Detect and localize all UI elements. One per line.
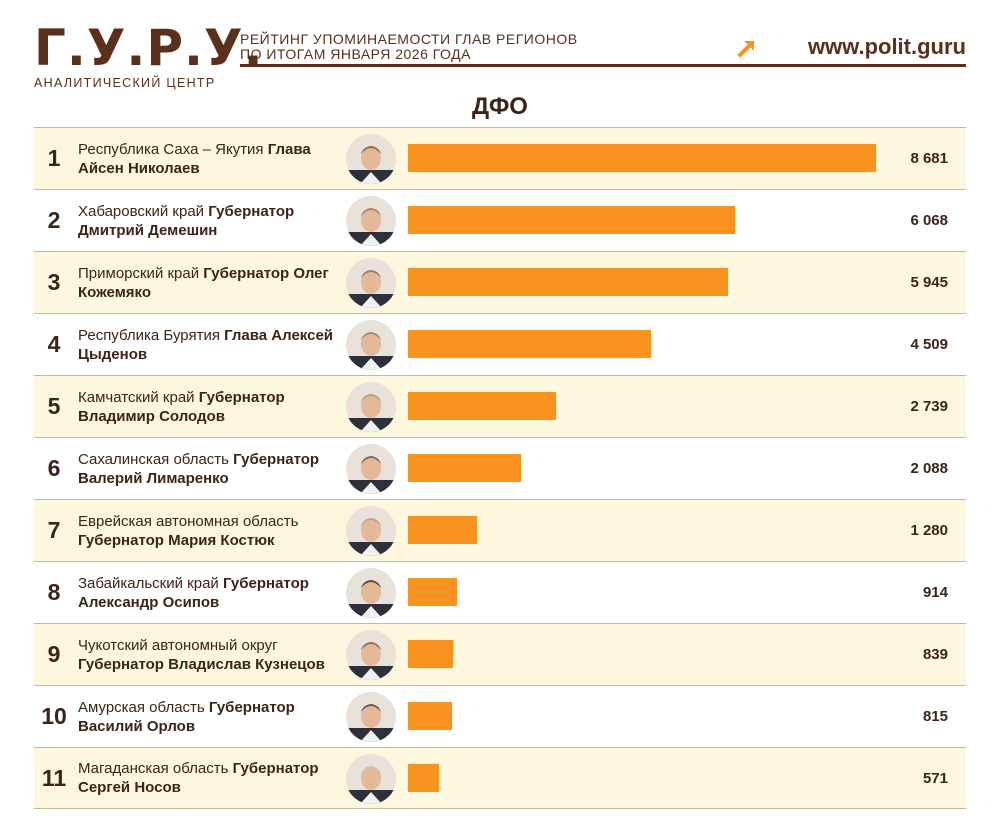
region-name: Амурская область [78,698,205,716]
row-label: Амурская область Губернатор Василий Орло… [78,698,338,736]
table-row: 1 Республика Саха – Якутия Глава Айсен Ни… [34,127,966,189]
bar [408,702,452,730]
headline-line-1: РЕЙТИНГ УПОМИНАЕМОСТИ ГЛАВ РЕГИОНОВ [240,31,578,47]
row-label: Республика Бурятия Глава Алексей Цыденов [78,326,338,364]
row-label: Приморский край Губернатор Олег Кожемяко [78,264,338,302]
row-label: Республика Саха – Якутия Глава Айсен Ник… [78,140,338,178]
value-label: 2 088 [910,460,948,477]
bar [408,268,729,296]
table-row: 8 Забайкальский край Губернатор Александр… [34,561,966,623]
governor-name: Губернатор Мария Костюк [78,531,275,549]
bar [408,206,736,234]
bar [408,330,652,358]
table-row: 7 Еврейская автономная область Губернатор… [34,499,966,561]
logo-subtitle: АНАЛИТИЧЕСКИЙ ЦЕНТР [34,76,216,90]
avatar [346,692,396,742]
governor-name: Губернатор Сергей Носов [78,760,319,796]
row-label: Чукотский автономный округ Губернатор Вл… [78,636,338,674]
row-label: Еврейская автономная область Губернатор … [78,512,338,550]
avatar [346,134,396,184]
rank-number: 11 [41,765,67,791]
table-row: 6 Сахалинская область Губернатор Валерий … [34,437,966,499]
bar [408,764,439,792]
region-name: Хабаровский край [78,202,205,220]
region-name: Приморский край [78,264,200,282]
region-name: Еврейская автономная область [78,512,299,530]
governor-name: Губернатор Валерий Лимаренко [78,450,320,487]
table-row: 10 Амурская область Губернатор Василий Ор… [34,685,966,747]
header: Г.У.Р.У. АНАЛИТИЧЕСКИЙ ЦЕНТР РЕЙТИНГ УПО… [0,0,1000,96]
region-name: Сахалинская область [78,450,229,468]
avatar [346,754,396,804]
rank-number: 10 [41,703,67,729]
value-label: 815 [922,708,948,725]
value-label: 1 280 [910,522,948,539]
bar [408,144,876,172]
bar [408,640,454,668]
value-label: 8 681 [910,150,948,167]
rank-number: 6 [47,455,61,481]
avatar [346,506,396,556]
governor-name: Губернатор Александр Осипов [78,574,309,611]
value-label: 4 509 [910,336,948,353]
table-row: 3 Приморский край Губернатор Олег Кожемяк… [34,251,966,313]
site-link[interactable]: www.polit.guru [807,34,966,59]
region-name: Республика Бурятия [78,326,220,344]
value-label: 914 [922,584,948,601]
governor-name: Губернатор Владислав Кузнецов [78,655,325,673]
value-label: 571 [922,770,948,787]
avatar [346,444,396,494]
table-row: 2 Хабаровский край Губернатор Дмитрий Дем… [34,189,966,251]
table-row: 4 Республика Бурятия Глава Алексей Цыдено… [34,313,966,375]
region-name: Чукотский автономный округ [78,636,278,654]
rank-number: 4 [47,331,61,357]
arrow-up-right-icon [738,41,754,57]
rank-number: 5 [47,393,61,419]
value-label: 2 739 [910,398,948,415]
avatar [346,258,396,308]
region-name: Магаданская область [78,760,229,777]
bar [408,516,477,544]
row-label: Сахалинская область Губернатор Валерий Л… [78,450,338,488]
governor-name: Губернатор Дмитрий Демешин [78,202,295,239]
rank-number: 7 [47,517,61,543]
governor-name: Глава Алексей Цыденов [78,326,334,363]
governor-name: Глава Айсен Николаев [78,140,311,177]
rank-number: 1 [47,145,61,171]
logo: Г.У.Р.У. [34,19,264,77]
region-name: Республика Саха – Якутия [78,140,264,158]
avatar [346,320,396,370]
bar [408,392,556,420]
bar [408,578,458,606]
chart-title: ДФО [472,93,528,120]
value-label: 6 068 [910,212,948,229]
governor-name: Губернатор Владимир Солодов [78,388,285,425]
ranking-list: 1 Республика Саха – Якутия Глава Айсен Ни… [34,127,966,809]
headline-line-2: ПО ИТОГАМ ЯНВАРЯ 2026 ГОДА [240,46,471,62]
row-label: Камчатский край Губернатор Владимир Соло… [78,388,338,426]
rank-number: 8 [47,579,61,605]
rank-number: 3 [47,269,61,295]
value-label: 5 945 [910,274,948,291]
region-name: Камчатский край [78,388,195,406]
rank-number: 2 [47,207,61,233]
row-label: Забайкальский край Губернатор Александр … [78,574,338,612]
row-label: Магаданская область Губернатор Сергей Но… [78,759,338,797]
row-label: Хабаровский край Губернатор Дмитрий Деме… [78,202,338,240]
table-row: 5 Камчатский край Губернатор Владимир Сол… [34,375,966,437]
avatar [346,630,396,680]
bar [408,454,521,482]
table-row: 9 Чукотский автономный округ Губернатор В… [34,623,966,685]
header-rule [240,64,966,67]
headline: РЕЙТИНГ УПОМИНАЕМОСТИ ГЛАВ РЕГИОНОВ ПО И… [240,32,660,62]
avatar [346,568,396,618]
governor-name: Губернатор Олег Кожемяко [78,264,329,301]
governor-name: Губернатор Василий Орлов [78,698,295,735]
region-name: Забайкальский край [78,574,219,592]
rank-number: 9 [47,641,61,667]
table-row: 11 Магаданская область Губернатор Сергей … [34,747,966,809]
avatar [346,196,396,246]
avatar [346,382,396,432]
value-label: 839 [922,646,948,663]
